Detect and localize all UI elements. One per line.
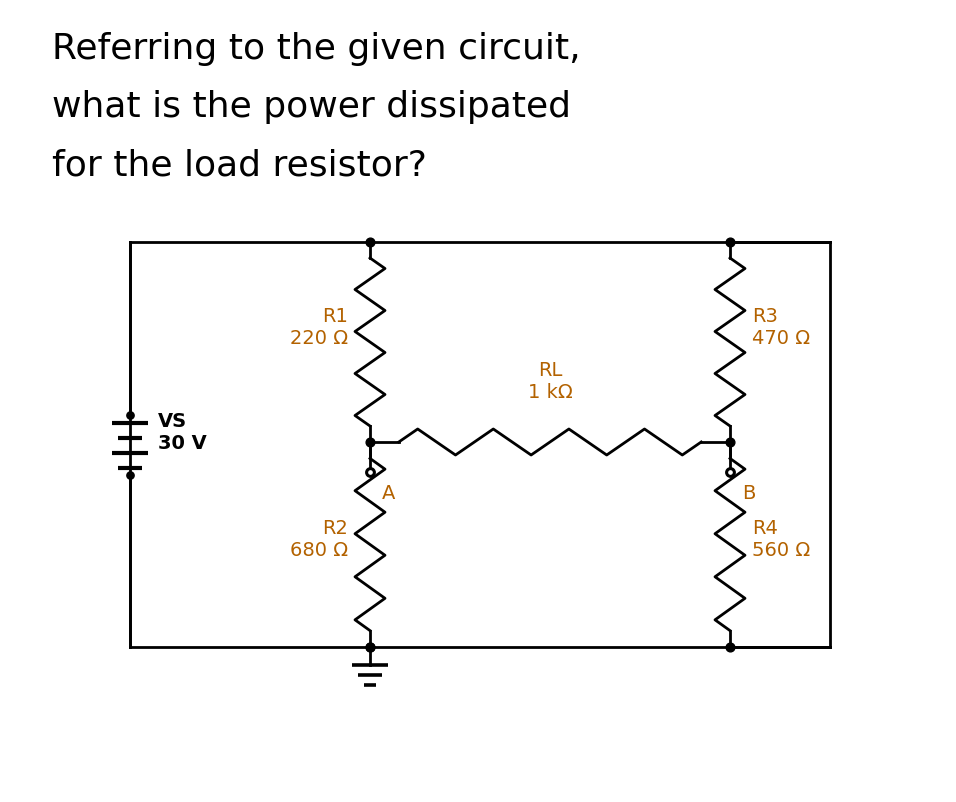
Text: R1
220 Ω: R1 220 Ω (290, 306, 348, 347)
Text: for the load resistor?: for the load resistor? (52, 148, 427, 182)
Text: R3
470 Ω: R3 470 Ω (752, 306, 810, 347)
Text: Referring to the given circuit,: Referring to the given circuit, (52, 32, 580, 66)
Text: what is the power dissipated: what is the power dissipated (52, 90, 571, 124)
Text: VS
30 V: VS 30 V (158, 412, 206, 453)
Text: RL
1 kΩ: RL 1 kΩ (528, 361, 573, 402)
Text: R4
560 Ω: R4 560 Ω (752, 519, 811, 560)
Text: R2
680 Ω: R2 680 Ω (290, 519, 348, 560)
Text: B: B (742, 484, 755, 503)
Text: A: A (382, 484, 396, 503)
